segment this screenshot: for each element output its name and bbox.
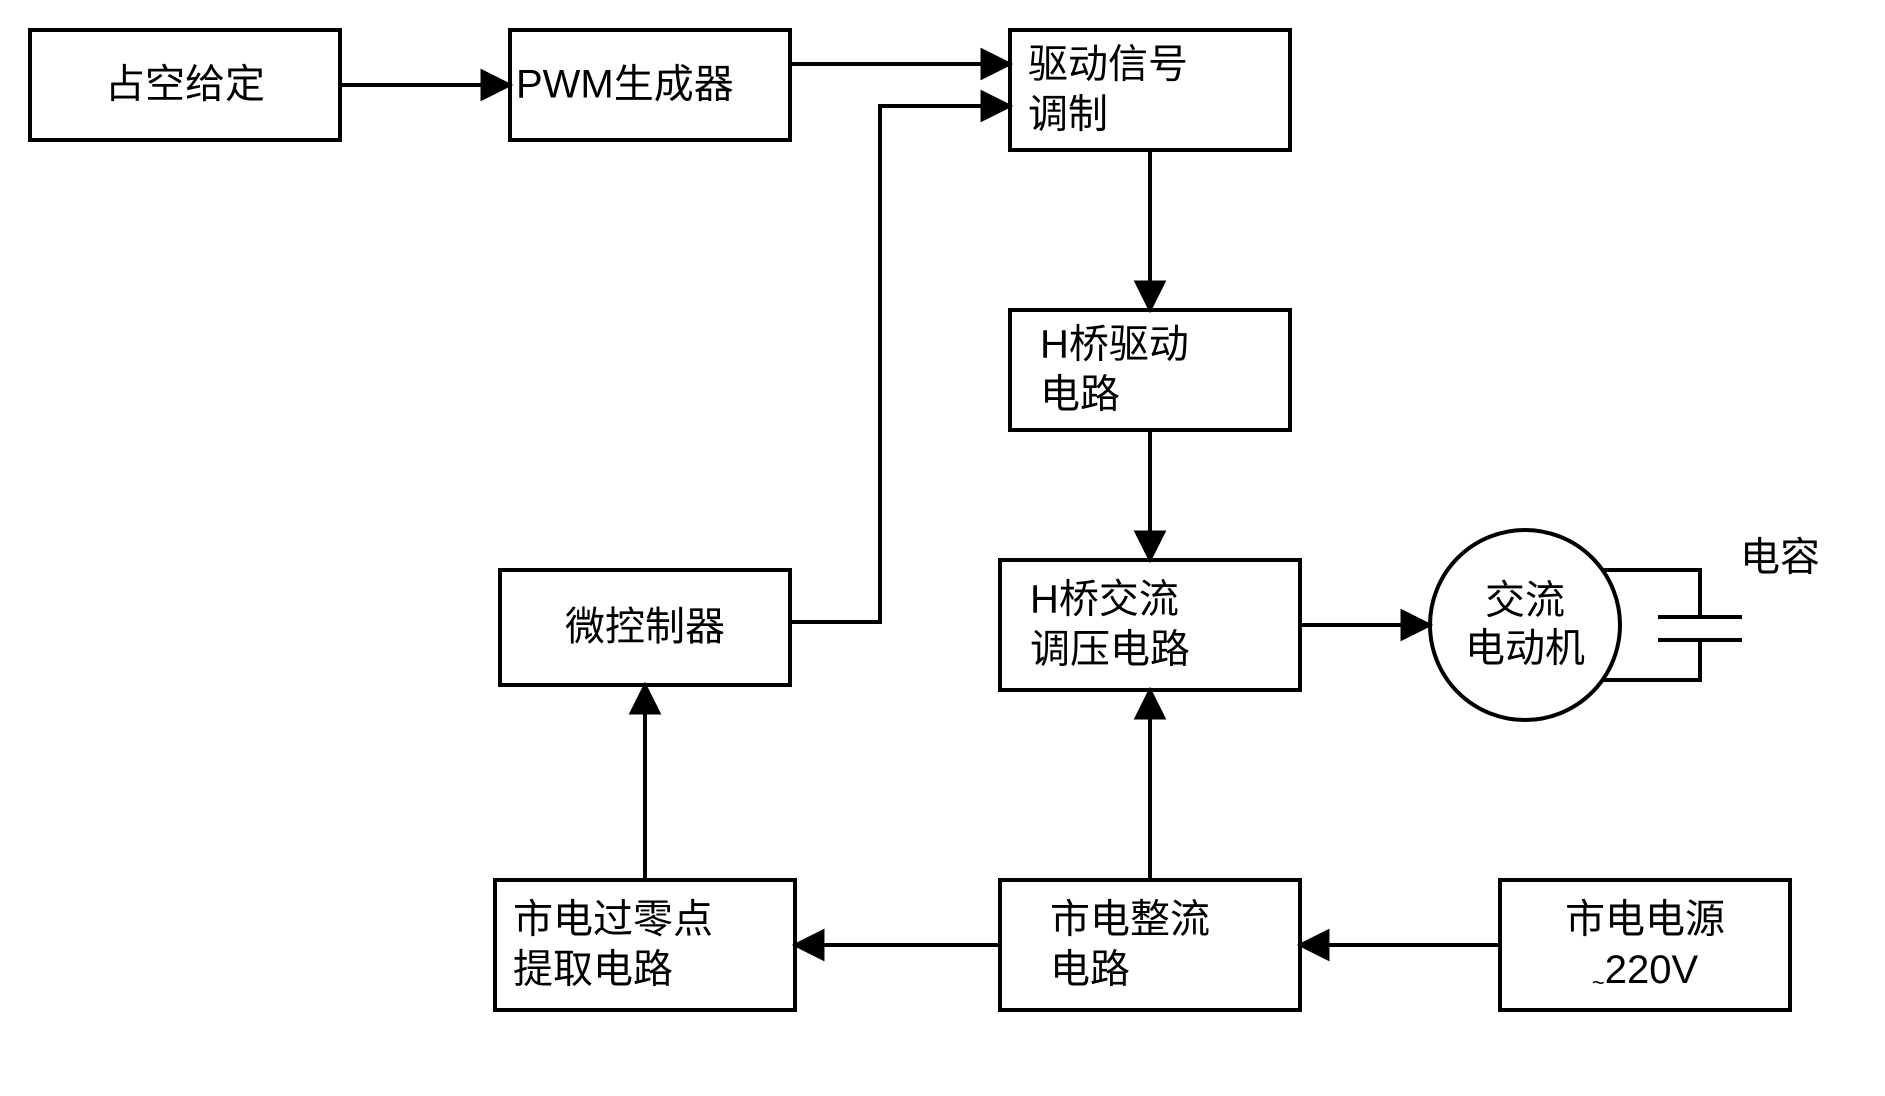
node-mains: 市电电源 ~220V	[1500, 880, 1790, 1010]
node-hbridge_ac: H桥交流调压电路	[1000, 560, 1300, 690]
node-label: 电路	[1040, 373, 1120, 417]
node-label: 市电过零点	[513, 898, 713, 942]
node-label: 微控制器	[565, 605, 725, 649]
node-label: 市电电源	[1565, 898, 1725, 942]
node-motor: 交流电动机	[1430, 530, 1620, 720]
edge-mcu-to-drive_signal	[790, 106, 1010, 622]
node-label: 调压电路	[1030, 628, 1190, 672]
node-label: H桥驱动	[1040, 323, 1189, 367]
node-label: 驱动信号	[1028, 43, 1188, 87]
node-rectifier: 市电整流电路	[1000, 880, 1300, 1010]
node-label: H桥交流	[1030, 578, 1179, 622]
node-zero_cross: 市电过零点提取电路	[495, 880, 795, 1010]
node-duty: 占空给定	[30, 30, 340, 140]
node-label: 交流	[1485, 579, 1565, 623]
node-pwm: PWM生成器	[510, 30, 790, 140]
node-label: 电动机	[1465, 627, 1585, 671]
node-label: ~220V	[1592, 948, 1699, 996]
node-label: PWM生成器	[516, 63, 734, 107]
node-label: 市电整流	[1050, 898, 1210, 942]
node-label: 占空给定	[105, 63, 265, 107]
capacitor-label: 电容	[1740, 536, 1820, 580]
node-label: 提取电路	[513, 948, 673, 992]
capacitor-symbol: 电容	[1658, 536, 1820, 640]
node-hbridge_drive: H桥驱动电路	[1010, 310, 1290, 430]
node-drive_signal: 驱动信号调制	[1010, 30, 1290, 150]
node-mcu: 微控制器	[500, 570, 790, 685]
node-label: 电路	[1050, 948, 1130, 992]
node-label: 调制	[1028, 93, 1108, 137]
